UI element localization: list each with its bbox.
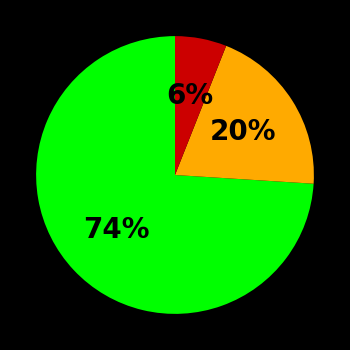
Wedge shape [175, 36, 226, 175]
Wedge shape [175, 46, 314, 184]
Text: 74%: 74% [83, 216, 149, 244]
Wedge shape [36, 36, 314, 314]
Text: 20%: 20% [210, 118, 276, 146]
Text: 6%: 6% [167, 82, 214, 110]
